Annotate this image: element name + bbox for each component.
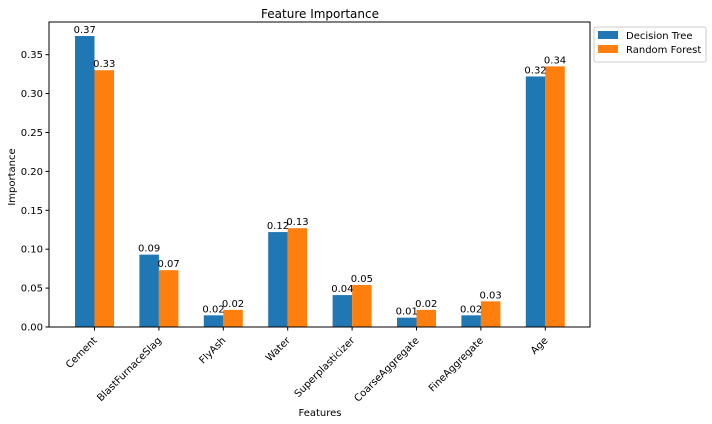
data-label-random-forest-blastfurnaceslag: 0.07 xyxy=(158,259,180,270)
chart-title: Feature Importance xyxy=(261,7,379,21)
x-tick-label-water: Water xyxy=(264,335,293,364)
legend-label-decision-tree: Decision Tree xyxy=(626,31,693,42)
y-axis: 0.00 0.05 0.10 0.15 0.20 0.25 0.30 0.35 xyxy=(21,50,49,334)
data-label-decision-tree-cement: 0.37 xyxy=(74,25,96,36)
x-tick-label-fineaggregate: FineAggregate xyxy=(427,335,486,394)
legend-box xyxy=(593,26,707,63)
x-tick-label-flyash: FlyAsh xyxy=(197,335,228,366)
data-label-decision-tree-fineaggregate: 0.02 xyxy=(460,304,482,315)
x-tick-label-cement: Cement xyxy=(64,335,100,371)
bar-decision-tree-coarseaggregate xyxy=(397,317,417,327)
bar-random-forest-fineaggregate xyxy=(480,301,501,327)
data-label-random-forest-flyash: 0.02 xyxy=(222,299,244,310)
bar-decision-tree-blastfurnaceslag xyxy=(139,254,159,327)
bar-decision-tree-superplasticizer xyxy=(332,295,353,327)
y-tick-label: 0.10 xyxy=(21,245,43,256)
y-tick-label: 0.30 xyxy=(21,89,43,100)
plot-frame xyxy=(48,21,591,328)
bar-random-forest-age xyxy=(545,66,565,327)
data-label-decision-tree-superplasticizer: 0.04 xyxy=(331,284,353,295)
x-tick-label-superplasticizer: Superplasticizer xyxy=(293,335,358,400)
bar-random-forest-flyash xyxy=(223,309,243,327)
bar-decision-tree-cement xyxy=(75,36,95,327)
legend-swatch-decision-tree xyxy=(598,31,618,39)
data-label-random-forest-fineaggregate: 0.03 xyxy=(480,290,502,301)
x-tick-label-blastfurnaceslag: BlastFurnaceSlag xyxy=(95,335,164,404)
bar-decision-tree-water xyxy=(268,232,288,327)
bar-decision-tree-age xyxy=(525,76,546,328)
data-label-random-forest-coarseaggregate: 0.02 xyxy=(415,299,437,310)
x-tick-label-age: Age xyxy=(529,335,550,356)
data-label-decision-tree-coarseaggregate: 0.01 xyxy=(396,307,418,318)
y-tick-label: 0.00 xyxy=(21,323,43,334)
y-tick-label: 0.05 xyxy=(21,284,43,295)
bar-random-forest-coarseaggregate xyxy=(416,309,436,327)
legend-label-random-forest: Random Forest xyxy=(626,45,701,56)
y-tick-label: 0.25 xyxy=(21,128,43,139)
data-label-decision-tree-water: 0.12 xyxy=(267,221,289,232)
data-label-random-forest-cement: 0.33 xyxy=(93,59,115,70)
data-label-random-forest-superplasticizer: 0.05 xyxy=(351,274,373,285)
x-axis-label: Features xyxy=(299,408,342,419)
legend-swatch-random-forest xyxy=(598,45,618,53)
y-tick-label: 0.15 xyxy=(21,206,43,217)
x-tick-label-coarseaggregate: CoarseAggregate xyxy=(352,335,421,404)
bar-random-forest-water xyxy=(287,228,308,327)
data-label-random-forest-age: 0.34 xyxy=(544,55,566,66)
y-axis-label: Importance xyxy=(7,148,18,205)
bar-random-forest-superplasticizer xyxy=(352,284,372,327)
bars-layer xyxy=(75,36,565,328)
bar-decision-tree-fineaggregate xyxy=(461,315,481,327)
legend: Decision Tree Random Forest xyxy=(593,26,707,63)
bar-decision-tree-flyash xyxy=(203,315,224,327)
data-label-decision-tree-flyash: 0.02 xyxy=(202,304,224,315)
data-labels-layer: 0.370.330.090.070.020.020.120.130.040.05… xyxy=(74,25,567,318)
y-tick-label: 0.35 xyxy=(21,50,43,61)
y-tick-label: 0.20 xyxy=(21,167,43,178)
data-label-random-forest-water: 0.13 xyxy=(286,217,308,228)
data-label-decision-tree-age: 0.32 xyxy=(524,65,546,76)
bar-random-forest-cement xyxy=(94,70,114,328)
bar-random-forest-blastfurnaceslag xyxy=(158,270,179,327)
data-label-decision-tree-blastfurnaceslag: 0.09 xyxy=(138,244,160,255)
